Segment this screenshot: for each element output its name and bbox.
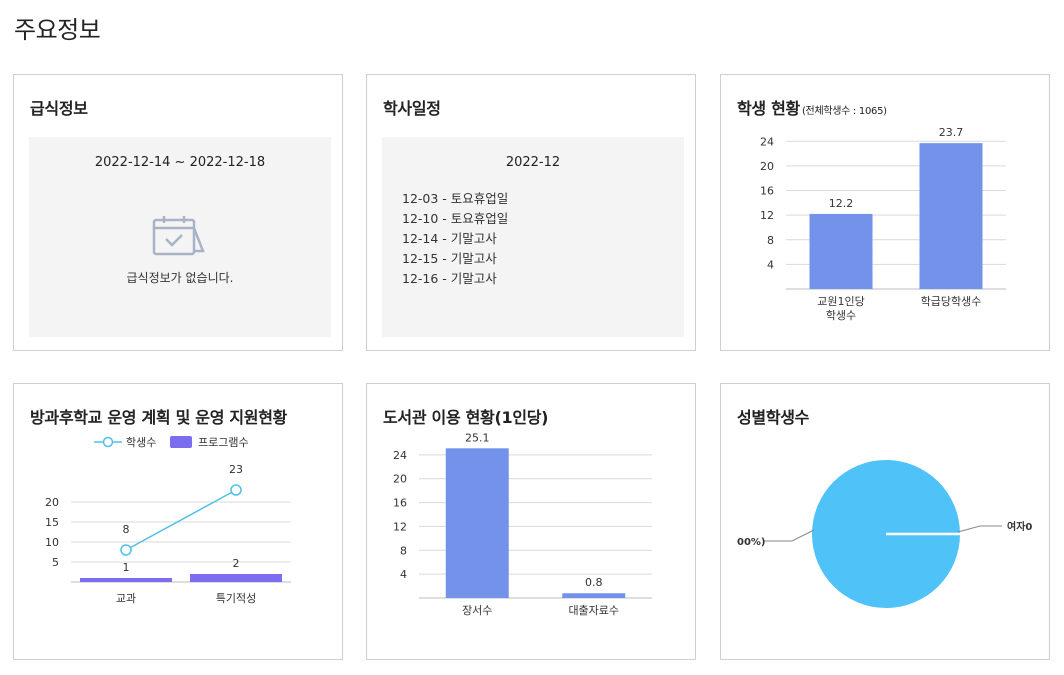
afterschool-chart: 학생수 프로그램수 5 10 15 20 1 교과 2 특기적성 8 23	[45, 436, 291, 605]
schedule-item: 12-16 - 기말고사	[402, 271, 497, 286]
y-tick-label: 20	[760, 160, 774, 173]
y-tick-label: 8	[400, 544, 407, 557]
pie-label-leader	[764, 529, 815, 542]
y-tick-label: 12	[760, 209, 774, 222]
y-tick-label: 24	[393, 449, 407, 462]
schedule-card: 학사일정 2022-12 12-03 - 토요휴업일 12-10 - 토요휴업일…	[366, 74, 696, 351]
pie-label: 여자0	[1007, 520, 1032, 533]
meal-date-range: 2022-12-14 ~ 2022-12-18	[94, 155, 266, 170]
student-status-title: 학생 현황 (전체학생수 : 1065)	[737, 99, 887, 118]
data-label: 1	[123, 561, 130, 574]
gender-title: 성별학생수	[737, 408, 810, 427]
schedule-title: 학사일정	[383, 99, 441, 118]
data-label: 23.7	[939, 127, 964, 139]
bar	[80, 578, 172, 582]
y-tick-label: 20	[393, 473, 407, 486]
meal-info-box: 2022-12-14 ~ 2022-12-18 급식정보가 없습니다.	[29, 137, 331, 337]
meal-info-title: 급식정보	[30, 99, 88, 118]
y-tick-label: 20	[45, 496, 59, 509]
x-tick-label: 특기적성	[216, 592, 256, 605]
data-label: 23	[229, 463, 243, 476]
gender-chart: 여자0 00%)	[737, 460, 1032, 608]
y-tick-label: 16	[393, 497, 407, 510]
bar	[445, 448, 509, 598]
library-chart: 4 8 12 16 20 24 25.1 장서수 0.8 대출자료수	[393, 431, 652, 617]
data-label: 8	[123, 523, 130, 536]
x-tick-label: 교원1인당	[817, 295, 864, 308]
meal-info-card: 급식정보 2022-12-14 ~ 2022-12-18 급식정보가 없습니다.	[13, 74, 343, 351]
pie-label: 00%)	[737, 537, 766, 548]
library-title: 도서관 이용 현황(1인당)	[383, 408, 549, 427]
schedule-item: 12-10 - 토요휴업일	[402, 211, 509, 226]
bar	[919, 143, 983, 289]
schedule-box: 2022-12 12-03 - 토요휴업일 12-10 - 토요휴업일 12-1…	[382, 137, 684, 337]
legend-point-marker	[102, 436, 114, 448]
y-tick-label: 16	[760, 185, 774, 198]
series-line	[125, 489, 237, 551]
x-tick-label: 학급당학생수	[921, 295, 982, 308]
x-tick-label: 교과	[116, 592, 136, 605]
schedule-month: 2022-12	[505, 155, 561, 170]
gender-card: 성별학생수 여자0 00%)	[720, 383, 1050, 660]
bar	[190, 574, 282, 582]
x-tick-label: 장서수	[462, 604, 492, 617]
pie-label-leader	[957, 525, 1002, 533]
bar	[562, 593, 626, 598]
calendar-check-icon	[151, 215, 209, 261]
y-tick-label: 12	[393, 520, 407, 533]
y-tick-label: 8	[767, 234, 774, 247]
data-label: 0.8	[585, 576, 603, 589]
y-tick-label: 4	[767, 258, 774, 271]
y-tick-label: 5	[52, 556, 59, 569]
y-tick-label: 4	[400, 568, 407, 581]
data-label: 25.1	[465, 431, 490, 444]
x-tick-label: 대출자료수	[568, 604, 619, 617]
line-point	[230, 484, 242, 496]
bar	[809, 213, 873, 289]
legend-bar-marker	[170, 436, 192, 448]
y-tick-label: 10	[45, 536, 59, 549]
line-point	[120, 544, 132, 556]
afterschool-title: 방과후학교 운영 계획 및 운영 지원현황	[30, 408, 288, 427]
page-title: 주요정보	[14, 16, 101, 44]
y-tick-label: 24	[760, 135, 774, 148]
y-tick-label: 15	[45, 516, 59, 529]
schedule-item: 12-14 - 기말고사	[402, 231, 497, 246]
legend-label: 학생수	[126, 436, 156, 449]
afterschool-card: 방과후학교 운영 계획 및 운영 지원현황 학생수 프로그램수 5 10 15 20 1 교과…	[13, 383, 343, 660]
student-status-subtitle: (전체학생수 : 1065)	[801, 106, 887, 117]
legend-label: 프로그램수	[198, 436, 249, 449]
student-status-card: 학생 현황 (전체학생수 : 1065) 4 8 12 16 20 24 12.2 교원1인당 학…	[720, 74, 1050, 351]
meal-empty-message: 급식정보가 없습니다.	[126, 271, 234, 285]
data-label: 2	[233, 557, 240, 570]
schedule-item: 12-15 - 기말고사	[402, 251, 497, 266]
data-label: 12.2	[829, 197, 854, 210]
x-tick-label: 학생수	[826, 309, 856, 322]
library-card: 도서관 이용 현황(1인당) 4 8 12 16 20 24 25.1 장서수 0.8 대출자료수	[366, 383, 696, 660]
chart-legend: 학생수 프로그램수	[94, 436, 249, 449]
schedule-list: 12-03 - 토요휴업일 12-10 - 토요휴업일 12-14 - 기말고사…	[402, 189, 508, 289]
schedule-item: 12-03 - 토요휴업일	[402, 191, 509, 206]
